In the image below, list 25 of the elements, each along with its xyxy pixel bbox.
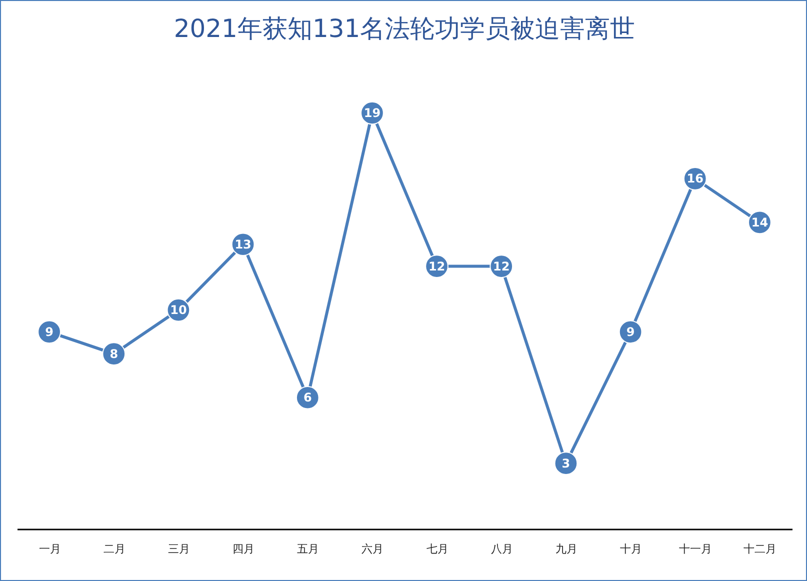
- data-label: 6: [303, 390, 312, 405]
- x-tick-label: 十一月: [679, 542, 712, 556]
- chart-title: 2021年获知131名法轮功学员被迫害离世: [174, 14, 636, 43]
- data-label: 12: [428, 259, 446, 274]
- x-tick-label: 一月: [38, 542, 61, 556]
- x-tick-label: 二月: [103, 542, 126, 556]
- x-tick-label: 四月: [232, 542, 255, 556]
- data-label: 3: [562, 456, 570, 470]
- x-tick-label: 十二月: [744, 542, 777, 556]
- x-tick-label: 六月: [362, 542, 384, 556]
- x-tick-label: 八月: [490, 542, 513, 556]
- data-label: 9: [45, 324, 54, 339]
- data-label: 12: [493, 259, 510, 274]
- x-tick-label: 五月: [297, 542, 320, 556]
- data-label: 14: [751, 215, 768, 230]
- data-label: 19: [364, 106, 381, 120]
- x-tick-label: 三月: [168, 542, 190, 556]
- data-label: 8: [110, 346, 118, 361]
- x-tick-label: 九月: [555, 542, 578, 556]
- x-tick-label: 十月: [620, 542, 642, 556]
- data-label: 10: [170, 303, 187, 318]
- data-label: 13: [234, 237, 252, 252]
- data-label: 9: [626, 324, 635, 339]
- data-label: 16: [686, 172, 704, 186]
- x-tick-label: 七月: [426, 542, 448, 556]
